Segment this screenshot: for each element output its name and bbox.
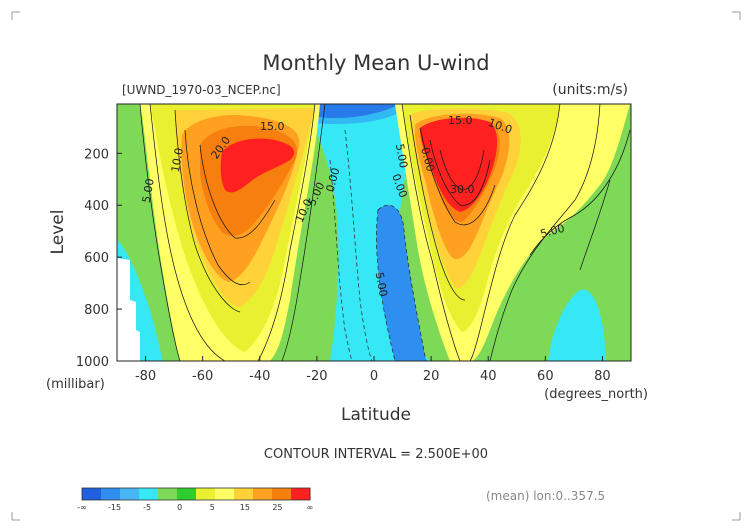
y-axis-label: Level [48, 210, 68, 255]
contour-label: 0.00 [418, 146, 437, 173]
colorbar-swatch [82, 488, 102, 500]
colorbar-swatch [158, 488, 178, 500]
contour-label: 15.0 [448, 114, 473, 127]
colorbar-swatch [120, 488, 140, 500]
colorbar-swatch [196, 488, 216, 500]
x-tick-label: 80 [594, 369, 611, 384]
colorbar-labels: -∞ -15 -5 0 5 15 25 ∞ [77, 503, 313, 512]
colorbar-label: 0 [177, 503, 182, 512]
colorbar [81, 487, 311, 501]
sj-red [220, 138, 295, 193]
y-axis: 200 400 600 800 1000 [76, 147, 122, 370]
contour-field [117, 104, 631, 361]
x-axis: -80 -60 -40 -20 0 20 40 60 80 [135, 356, 611, 384]
x-units-label: (degrees_north) [544, 387, 648, 402]
contour-label: 5.00 [373, 271, 390, 297]
contour-lines [139, 104, 631, 361]
contour-label: 5.00 [393, 143, 410, 169]
colorbar-label: ∞ [307, 503, 314, 512]
north-polar-cyan [548, 289, 606, 361]
y-tick-label: 200 [84, 147, 109, 162]
x-tick-label: 20 [423, 369, 440, 384]
x-tick-label: 40 [480, 369, 497, 384]
x-tick-label: 60 [537, 369, 554, 384]
south-polar-white [117, 258, 140, 361]
corner-marks [11, 11, 741, 521]
colorbar-swatch [272, 488, 292, 500]
colorbar-frame [81, 487, 311, 501]
y-tick-label: 1000 [76, 355, 109, 370]
contour-interval-text: CONTOUR INTERVAL = 2.500E+00 [264, 447, 488, 462]
colorbar-swatch [139, 488, 159, 500]
colorbar-swatch [291, 488, 311, 500]
x-tick-label: -60 [192, 369, 213, 384]
colorbar-label: 15 [240, 503, 250, 512]
y-tick-label: 600 [84, 251, 109, 266]
x-axis-label: Latitude [341, 405, 411, 425]
contour-lines-dashed [329, 129, 427, 361]
chart-title: Monthly Mean U-wind [262, 51, 489, 75]
colorbar-swatch [234, 488, 254, 500]
colorbar-label: -∞ [77, 503, 87, 512]
colorbar-swatch [177, 488, 197, 500]
y-units-label: (millibar) [46, 377, 105, 392]
y-tick-label: 400 [84, 199, 109, 214]
units-label: (units:m/s) [552, 82, 628, 98]
colorbar-swatch [253, 488, 273, 500]
colorbar-label: 5 [210, 503, 215, 512]
colorbar-swatch [215, 488, 235, 500]
x-tick-label: -80 [135, 369, 156, 384]
file-label: [UWND_1970-03_NCEP.nc] [122, 83, 281, 97]
contour-label: 0.00 [324, 166, 343, 193]
colorbar-label: 25 [272, 503, 282, 512]
neg-band-top [300, 104, 430, 361]
x-tick-label: -20 [306, 369, 327, 384]
colorbar-label: -5 [143, 503, 151, 512]
neg-tongue [376, 205, 426, 361]
colorbar-swatch [101, 488, 121, 500]
contour-label: 30.0 [450, 183, 475, 196]
x-tick-label: -40 [249, 369, 270, 384]
contour-label: 10.0 [169, 147, 186, 173]
nj-red [420, 117, 498, 212]
contour-label: 5.00 [140, 178, 157, 204]
contour-label: 5.00 [539, 222, 566, 241]
colorbar-label: -15 [108, 503, 121, 512]
footer-text: (mean) lon:0..357.5 [486, 489, 605, 503]
contour-label: 15.0 [260, 120, 285, 133]
x-tick-label: 0 [370, 369, 378, 384]
y-tick-label: 800 [84, 303, 109, 318]
